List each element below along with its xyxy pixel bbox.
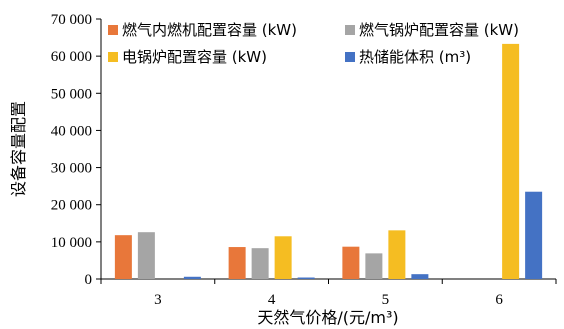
legend-swatch [108,25,118,35]
y-tick-label: 70 000 [51,12,92,28]
bar [297,277,315,279]
bar [251,248,269,279]
x-tick-label: 3 [154,292,162,308]
y-tick-label: 30 000 [51,161,92,177]
legend-label: 热储能体积 (m³) [359,48,471,66]
bar [342,246,360,279]
y-tick-label: 0 [85,272,93,288]
bar [365,253,383,279]
x-tick-label: 5 [382,292,390,308]
legend-label: 电锅炉配置容量 (kW) [122,48,267,66]
y-tick-label: 10 000 [51,235,92,251]
legend-label: 燃气内燃机配置容量 (kW) [122,21,297,39]
y-tick-label: 60 000 [51,49,92,65]
y-tick-label: 40 000 [51,123,92,139]
legend: 燃气内燃机配置容量 (kW) 燃气锅炉配置容量 (kW) 电锅炉配置容量 (kW) 热… [108,21,519,66]
bar [411,274,429,279]
bar [502,43,520,280]
bars [114,43,543,280]
x-tick-label: 4 [268,292,276,308]
bar [525,191,543,279]
x-tick-label: 6 [495,292,503,308]
bar [274,236,292,279]
bar [388,230,406,279]
legend-swatch [345,25,355,35]
y-axis: 0 10 000 20 000 30 000 40 000 50 000 60 000 70 … [51,12,102,288]
y-tick-label: 20 000 [51,198,92,214]
legend-swatch [108,52,118,62]
legend-label: 燃气锅炉配置容量 (kW) [359,21,519,39]
bar [228,247,246,279]
y-axis-title: 设备容量配置 [9,101,28,197]
bar [114,235,132,279]
bar [137,232,155,279]
x-axis-title: 天然气价格/(元/m³) [257,308,398,327]
bar [183,276,201,279]
legend-swatch [345,52,355,62]
x-axis: 3 4 5 6 [100,278,557,308]
y-tick-label: 50 000 [51,86,92,102]
